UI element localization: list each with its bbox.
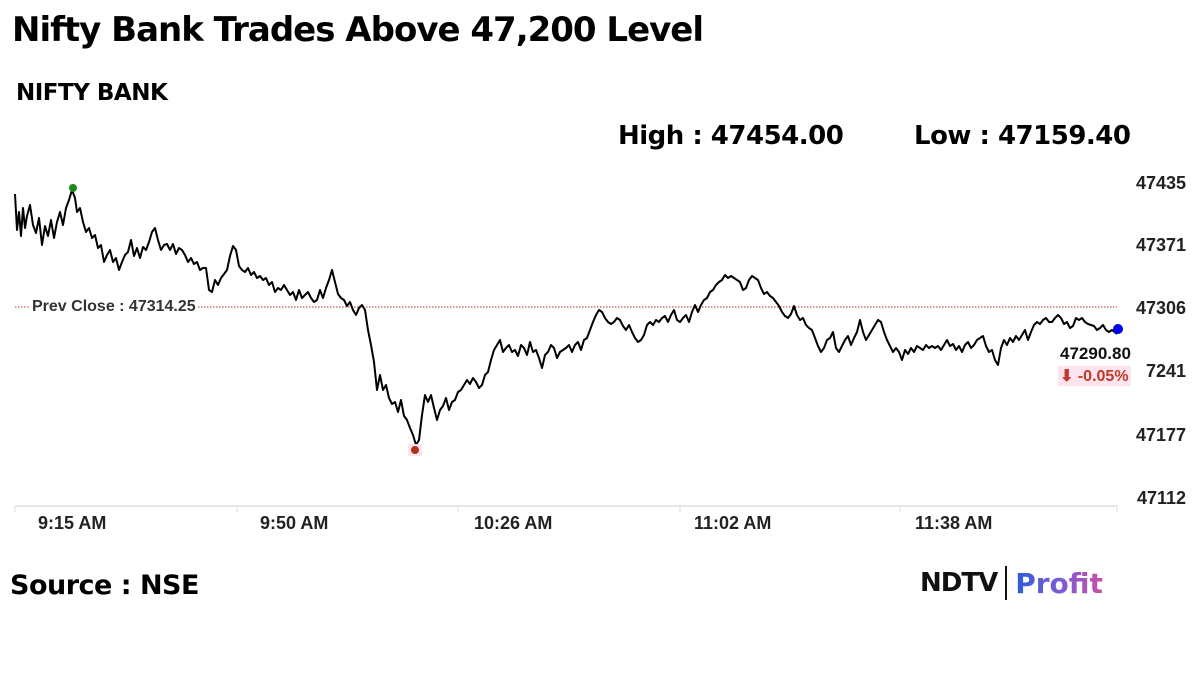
x-tick: 10:26 AM [474,513,553,533]
last-price-label: 47290.80 [1060,344,1131,363]
source-label: Source : NSE [10,570,199,601]
day-low: Low : 47159.40 [914,121,1131,151]
index-name: NIFTY BANK [16,80,168,106]
logo-divider [1005,566,1008,600]
y-tick: 47177 [1135,425,1186,445]
y-tick: 7241 [1145,361,1186,381]
chart-title: Nifty Bank Trades Above 47,200 Level [12,10,704,50]
change-badge: ⬇ -0.05% [1058,366,1131,386]
x-tick: 9:50 AM [260,513,329,533]
x-tick: 11:38 AM [915,513,993,533]
y-tick: 47371 [1135,235,1186,255]
y-tick: 47112 [1136,488,1186,508]
day-high: High : 47454.00 [618,121,844,151]
low-marker [411,446,419,454]
x-tick: 11:02 AM [694,513,772,533]
price-series-line [14,189,1118,446]
ndtv-wordmark: NDTV [920,568,998,598]
y-tick: 47435 [1135,173,1186,193]
x-tick: 9:15 AM [38,513,107,533]
prev-close-label: Prev Close : 47314.25 [30,298,198,316]
x-axis-ticks [14,506,1118,512]
y-tick: 47306 [1135,298,1186,318]
profit-wordmark: Profit [1015,566,1103,600]
last-price-marker [1113,324,1123,334]
ndtv-profit-logo: NDTV Profit [920,566,1103,600]
high-marker [69,184,77,192]
